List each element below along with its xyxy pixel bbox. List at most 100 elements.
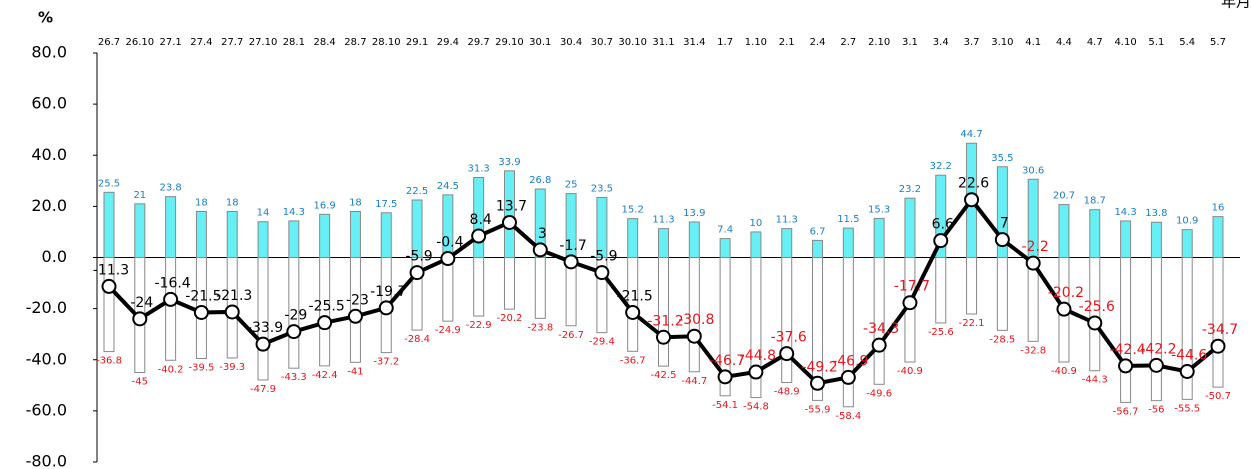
y-tick-label: 0.0 — [42, 247, 67, 266]
bar-label: 16 — [1212, 203, 1225, 214]
line-point — [902, 295, 918, 311]
line-point — [1179, 364, 1195, 380]
bar — [842, 227, 854, 258]
line-point — [810, 375, 826, 391]
x-tick-label: 1.7 — [717, 37, 733, 48]
bar — [257, 257, 269, 381]
x-tick-label: 30.10 — [618, 37, 647, 48]
y-tick-label: 40.0 — [31, 145, 67, 164]
line-label: -5.9 — [405, 249, 432, 265]
line-point — [409, 265, 425, 281]
bar — [319, 213, 331, 259]
y-unit: % — [38, 9, 53, 27]
line-label: -42.2 — [1140, 341, 1176, 357]
line-label: -37.6 — [771, 330, 807, 346]
line-point — [255, 336, 271, 352]
x-tick-label: 2.7 — [840, 37, 856, 48]
line-label: -23 — [346, 292, 369, 308]
bar — [1089, 257, 1101, 372]
bar-label: 30.6 — [1022, 165, 1044, 176]
x-tick-label: 28.1 — [283, 37, 305, 48]
bar-label: 25 — [565, 180, 578, 191]
bar-label: 18.7 — [1084, 196, 1106, 207]
bar-label: -47.9 — [250, 384, 276, 395]
bar-label: -40.9 — [897, 366, 923, 377]
line-label: -24 — [130, 295, 153, 311]
bar-label: 11.5 — [837, 214, 859, 225]
line-label: -46.9 — [832, 353, 868, 369]
bar — [411, 257, 423, 331]
line-point — [594, 265, 610, 281]
bar-label: -54.8 — [743, 402, 769, 413]
line-point — [347, 308, 363, 324]
line-label: -5.9 — [590, 249, 617, 265]
line-point — [563, 254, 579, 270]
x-tick-label: 29.1 — [406, 37, 428, 48]
line-label: -25.5 — [309, 299, 345, 315]
line-point — [779, 346, 795, 362]
y-tick-label: -80.0 — [26, 452, 67, 469]
bar-label: -36.8 — [96, 356, 122, 367]
bar — [781, 228, 793, 259]
x-tick-label: 2.10 — [868, 37, 890, 48]
line-point — [656, 329, 671, 345]
line-point — [871, 337, 887, 353]
bar-label: 23.5 — [591, 183, 613, 194]
bar-label: 6.7 — [810, 226, 826, 237]
bar-label: -55.5 — [1174, 403, 1200, 414]
bar-label: -20.2 — [497, 313, 523, 324]
line-point — [717, 369, 733, 385]
bar-label: 31.3 — [468, 163, 490, 174]
bar — [103, 257, 115, 353]
y-tick-label: -40.0 — [26, 349, 67, 368]
bar-label: -50.7 — [1205, 391, 1231, 402]
line-point — [840, 369, 856, 385]
x-tick-label: 3.4 — [933, 37, 949, 48]
bar-label: 14.3 — [1114, 207, 1136, 218]
bar — [935, 257, 947, 324]
bar-label: -48.9 — [774, 387, 800, 398]
line-point — [1025, 255, 1041, 271]
line-point — [101, 278, 117, 294]
bar-label: -56 — [1148, 405, 1164, 416]
bar — [1120, 257, 1132, 403]
line-label: -11.3 — [93, 262, 129, 278]
y-tick-label: 80.0 — [31, 43, 67, 62]
line-point — [994, 232, 1010, 248]
bar-label: 24.5 — [437, 181, 459, 192]
line-label: 8.4 — [470, 212, 492, 228]
bar — [134, 203, 146, 259]
bar-label: -56.7 — [1113, 406, 1139, 417]
bar-label: 26.8 — [529, 175, 551, 186]
bar — [596, 257, 608, 334]
x-tick-label: 30.1 — [529, 37, 551, 48]
bar — [1150, 257, 1162, 402]
bar — [658, 228, 669, 259]
x-tick-label: 26.10 — [125, 37, 154, 48]
line-label: -25.6 — [1079, 299, 1115, 315]
line-label: 6.6 — [932, 217, 954, 233]
bar — [1120, 220, 1132, 258]
bar — [349, 210, 361, 259]
bar-label: -39.3 — [219, 362, 245, 373]
x-tick-label: 31.4 — [683, 37, 705, 48]
bar-label: 25.5 — [98, 178, 120, 189]
bar-label: -24.9 — [435, 325, 461, 336]
x-unit: 年月 — [1221, 0, 1251, 11]
line-point — [317, 315, 333, 331]
bar-label: 32.2 — [930, 161, 952, 172]
bar-label: 21 — [133, 190, 146, 201]
y-tick-label: 60.0 — [31, 94, 67, 113]
bar — [1089, 209, 1101, 258]
bar — [658, 257, 669, 367]
bar-label: 10.9 — [1176, 216, 1198, 227]
bar-label: -26.7 — [558, 330, 584, 341]
x-tick-label: 29.7 — [468, 37, 490, 48]
bar-label: 44.7 — [960, 129, 982, 140]
bar-label: -42.4 — [312, 370, 338, 381]
bar — [812, 239, 824, 258]
bar — [1212, 257, 1224, 388]
line-point — [1056, 301, 1072, 317]
bar — [195, 210, 207, 259]
line-label: -30.8 — [678, 312, 714, 328]
